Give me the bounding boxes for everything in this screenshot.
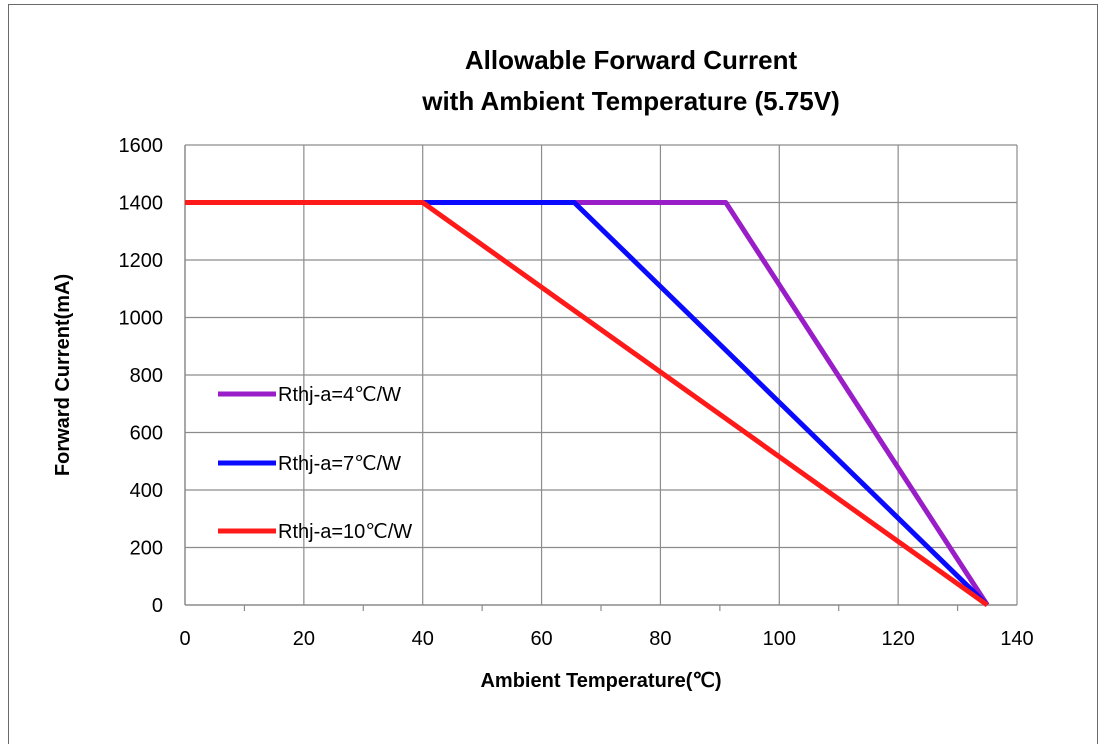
x-tick-label: 80	[649, 628, 671, 650]
x-tick-label: 60	[530, 628, 552, 650]
series-line-3	[185, 200, 989, 608]
legend: Rthj-a=4℃/W Rthj-a=7℃/W Rthj-a=10℃/W	[218, 384, 412, 543]
chart-title-line2: with Ambient Temperature (5.75V)	[421, 86, 840, 116]
y-axis-title: Forward Current(mA)	[52, 274, 74, 476]
x-tick-label: 40	[412, 628, 434, 650]
chart-frame	[8, 4, 1098, 744]
y-tick-label: 1600	[119, 135, 164, 157]
y-tick-label: 1200	[119, 250, 164, 272]
x-tick-label: 20	[293, 628, 315, 650]
legend-label: Rthj-a=10℃/W	[278, 521, 412, 543]
legend-label: Rthj-a=4℃/W	[278, 384, 401, 406]
chart-title-line1: Allowable Forward Current	[465, 45, 798, 75]
data-series	[185, 200, 990, 608]
x-tick-label: 140	[1000, 628, 1033, 650]
y-tick-labels: 0 200 400 600 800 1000 1200 1400 1600	[119, 135, 164, 617]
axes	[184, 145, 1017, 611]
y-tick-label: 400	[130, 480, 163, 502]
y-tick-label: 200	[130, 538, 163, 560]
legend-label: Rthj-a=7℃/W	[278, 453, 401, 475]
y-tick-label: 1000	[119, 308, 164, 330]
y-tick-label: 800	[130, 365, 163, 387]
x-tick-label: 100	[763, 628, 796, 650]
x-tick-label: 120	[881, 628, 914, 650]
x-axis-title: Ambient Temperature(℃)	[480, 670, 721, 692]
y-tick-label: 0	[152, 595, 163, 617]
x-tick-labels: 0 20 40 60 80 100 120 140	[179, 628, 1033, 650]
y-tick-label: 1400	[119, 193, 164, 215]
y-tick-label: 600	[130, 423, 163, 445]
x-tick-label: 0	[179, 628, 190, 650]
